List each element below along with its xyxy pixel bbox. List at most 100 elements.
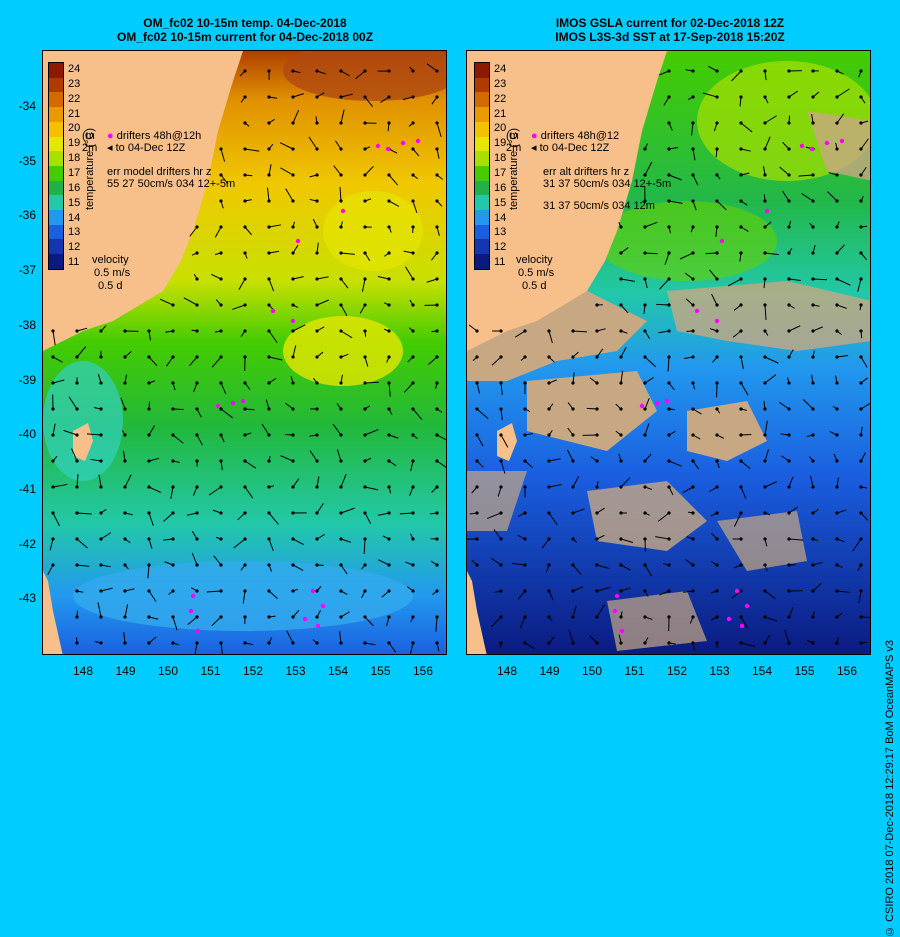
current-arrow-head: [387, 173, 390, 176]
current-arrow-head: [99, 537, 102, 540]
current-arrow-head: [547, 563, 550, 566]
current-arrow-head: [787, 303, 790, 306]
latitude-tick-label: -40: [0, 427, 36, 441]
drifter-point: [735, 589, 739, 593]
drifter-point: [386, 147, 390, 151]
current-arrow-head: [171, 641, 174, 644]
current-arrow-head: [123, 511, 126, 514]
longitude-tick-label: 152: [238, 664, 268, 678]
current-arrow-head: [411, 277, 414, 280]
colorbar-tick-label: 14: [494, 212, 506, 224]
current-arrow-head: [715, 173, 718, 176]
drifter-point: [416, 139, 420, 143]
current-arrow-head: [667, 121, 670, 124]
current-arrow-head: [219, 485, 222, 488]
colorbar-swatch: [475, 181, 489, 196]
current-arrow-head: [595, 407, 598, 410]
current-arrow-head: [811, 173, 814, 176]
current-arrow-head: [475, 407, 478, 410]
current-arrow-head: [667, 251, 670, 254]
current-arrow-head: [499, 511, 502, 514]
current-arrow-head: [51, 433, 54, 436]
current-arrow-head: [763, 433, 766, 436]
current-arrow-head: [739, 615, 742, 618]
current-arrow-head: [195, 407, 198, 410]
current-arrow-head: [787, 511, 790, 514]
current-arrow-head: [739, 147, 742, 150]
current-arrow-head: [835, 537, 838, 540]
current-arrow-head: [787, 69, 790, 72]
current-arrow-head: [195, 433, 198, 436]
current-arrow-head: [667, 95, 670, 98]
current-arrow-head: [859, 69, 862, 72]
current-arrow-head: [363, 199, 366, 202]
current-arrow-head: [267, 225, 270, 228]
current-arrow-head: [595, 329, 598, 332]
current-arrow-head: [715, 147, 718, 150]
current-arrow-head: [715, 303, 718, 306]
current-arrow-head: [171, 433, 174, 436]
drifter-point: [231, 401, 235, 405]
right-velocity-key: velocity 0.5 m/s 0.5 d: [516, 254, 554, 293]
current-arrow-head: [339, 485, 342, 488]
current-arrow-head: [571, 615, 574, 618]
current-arrow-head: [763, 485, 766, 488]
current-arrow-head: [387, 459, 390, 462]
colorbar-swatch: [49, 225, 63, 240]
current-arrow-head: [363, 381, 366, 384]
current-arrow-head: [715, 511, 718, 514]
current-arrow-head: [51, 459, 54, 462]
current-arrow-head: [619, 589, 622, 592]
current-arrow-head: [739, 277, 742, 280]
current-arrow-head: [363, 511, 366, 514]
current-arrow-head: [475, 511, 478, 514]
current-arrow-head: [667, 225, 670, 228]
current-arrow-head: [195, 641, 198, 644]
current-arrow-head: [763, 69, 766, 72]
colorbar-tick-label: 23: [494, 78, 506, 90]
current-arrow-head: [435, 563, 438, 566]
latitude-tick-label: -35: [0, 154, 36, 168]
current-arrow-head: [619, 355, 622, 358]
current-arrow-head: [363, 537, 366, 540]
current-arrow-head: [291, 251, 294, 254]
current-arrow-head: [99, 355, 102, 358]
current-arrow-head: [835, 589, 838, 592]
current-arrow-head: [619, 303, 622, 306]
current-arrow-head: [291, 381, 294, 384]
current-arrow-head: [835, 433, 838, 436]
current-arrow-head: [387, 563, 390, 566]
current-arrow-head: [435, 251, 438, 254]
current-arrow-head: [195, 537, 198, 540]
current-arrow-head: [99, 615, 102, 618]
latitude-tick-label: -39: [0, 373, 36, 387]
current-arrow-head: [219, 277, 222, 280]
current-arrow-head: [315, 329, 318, 332]
current-arrow-head: [475, 433, 478, 436]
current-arrow-head: [363, 641, 366, 644]
current-arrow-head: [811, 303, 814, 306]
current-arrow-head: [811, 459, 814, 462]
current-arrow-head: [315, 121, 318, 124]
current-arrow-head: [267, 95, 270, 98]
current-arrow-head: [51, 485, 54, 488]
current-arrow-head: [811, 407, 814, 410]
drifter-point: [189, 609, 193, 613]
current-arrow-head: [291, 329, 294, 332]
drifter-point: [655, 401, 659, 405]
right-legend-err1: err alt drifters hr z: [543, 166, 671, 178]
longitude-tick-label: 151: [620, 664, 650, 678]
current-arrow-head: [99, 329, 102, 332]
current-arrow-head: [499, 537, 502, 540]
current-arrow-head: [787, 355, 790, 358]
current-arrow-head: [147, 433, 150, 436]
current-arrow-head: [739, 173, 742, 176]
current-arrow-head: [739, 537, 742, 540]
current-arrow-head: [291, 147, 294, 150]
current-arrow-head: [595, 485, 598, 488]
current-arrow-head: [811, 277, 814, 280]
current-arrow-head: [171, 407, 174, 410]
current-arrow-head: [739, 329, 742, 332]
current-arrow-head: [219, 433, 222, 436]
current-arrow-head: [267, 69, 270, 72]
